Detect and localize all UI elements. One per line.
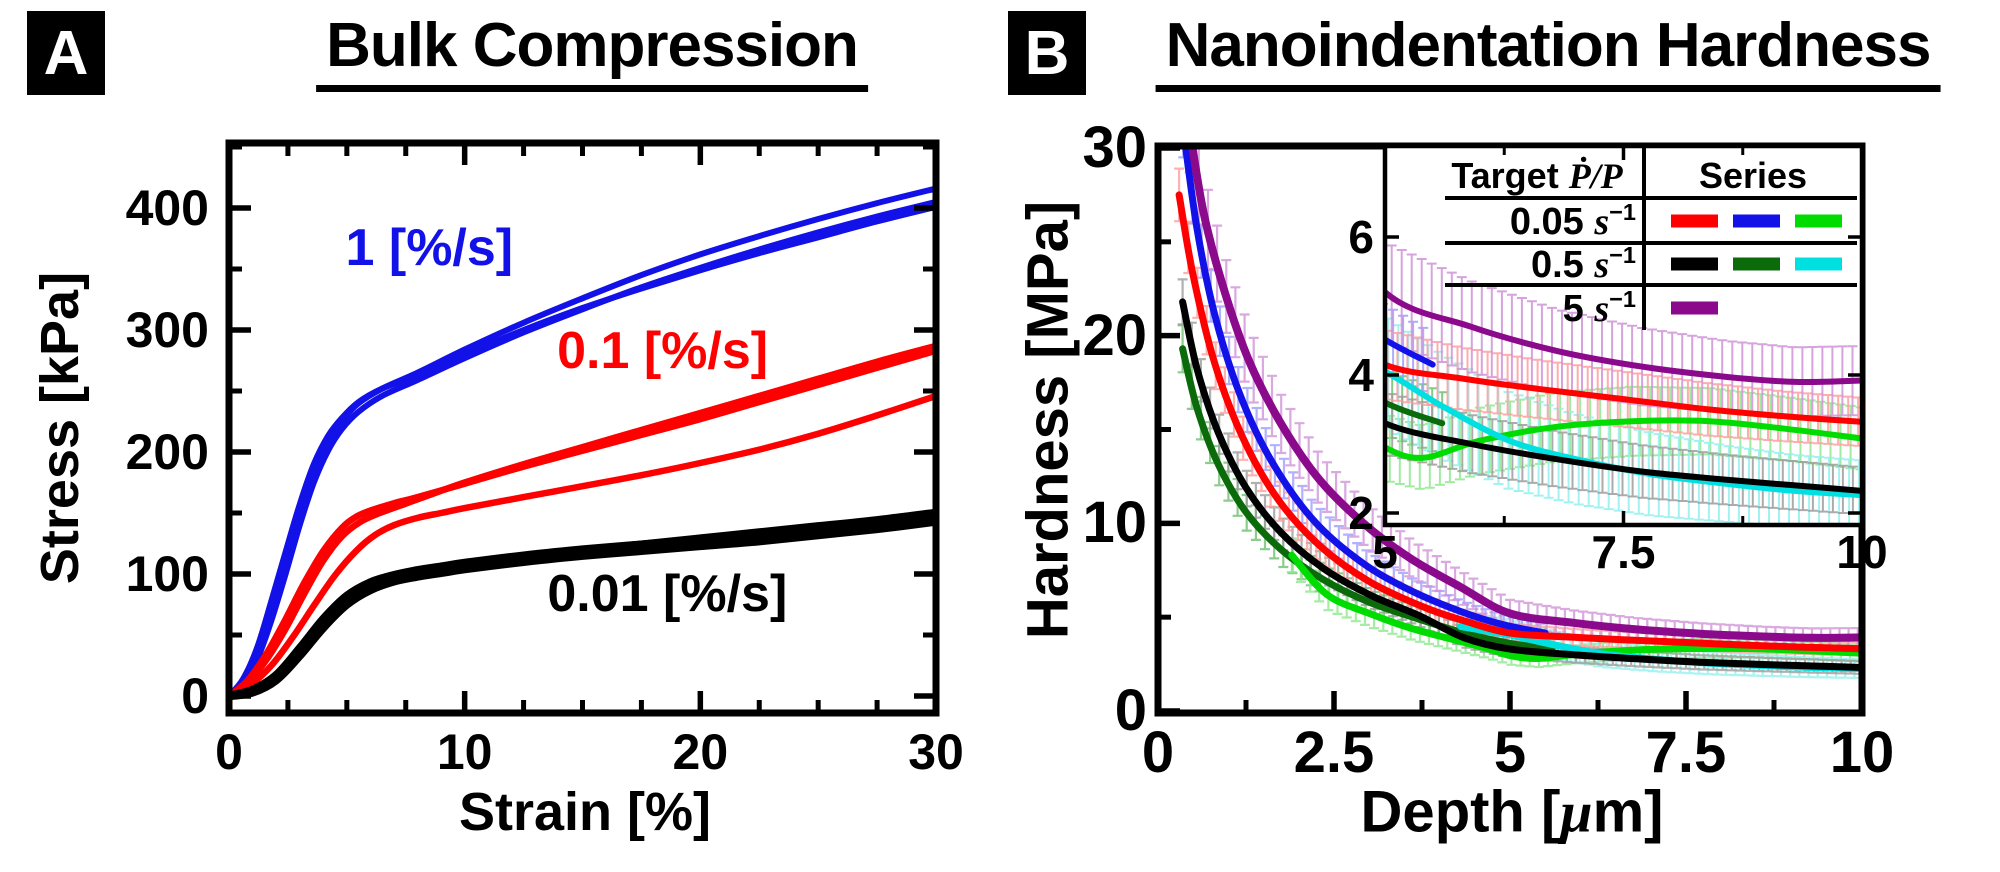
curve-hardness-0.05-blue xyxy=(1181,146,1549,637)
inset-ticks xyxy=(1383,146,1864,525)
curve-1-pct-s-run2 xyxy=(229,198,936,699)
curve-1-pct-s-run3 xyxy=(229,203,936,699)
inset-legend xyxy=(1445,148,1857,330)
legend-swatch-row2-3 xyxy=(1795,257,1842,271)
inset-curve-hardness-0.05-red xyxy=(1385,361,1862,425)
curve-0.1-pct-s-run2 xyxy=(229,342,936,700)
inset-curves xyxy=(1385,288,1862,499)
panel-a xyxy=(225,139,940,717)
legend-swatch-row1-2 xyxy=(1733,214,1780,228)
legend-swatch-row1-3 xyxy=(1795,214,1842,228)
curve-hardness-0.05-red xyxy=(1175,191,1862,653)
panel-a-curves xyxy=(229,185,936,701)
curve-0.01-pct-s-run3 xyxy=(229,513,936,701)
inset-curve-hardness-0.5-black xyxy=(1385,420,1862,494)
panel-b-inset xyxy=(1382,143,1865,528)
inset-curve-hardness-5-purple xyxy=(1385,288,1862,386)
legend-swatch-row3-1 xyxy=(1671,301,1718,315)
curve-0.1-pct-s-run1 xyxy=(229,347,936,700)
curve-hardness-5-purple xyxy=(1188,146,1862,642)
legend-swatch-row2-1 xyxy=(1671,257,1718,271)
curve-hardness-0.5-darkgreen xyxy=(1179,345,1556,653)
panel-b-ticks xyxy=(1155,145,1865,714)
legend-swatch-row1-1 xyxy=(1671,214,1718,228)
inset-curve-hardness-0.05-green xyxy=(1385,417,1862,461)
panel-a-ticks xyxy=(226,143,939,713)
legend-swatch-row2-2 xyxy=(1733,257,1780,271)
panel-b-curves xyxy=(1175,146,1862,673)
curve-0.01-pct-s-run2 xyxy=(229,517,936,701)
curve-0.1-pct-s-run3 xyxy=(229,392,936,700)
curve-hardness-0.5-black xyxy=(1179,298,1862,671)
